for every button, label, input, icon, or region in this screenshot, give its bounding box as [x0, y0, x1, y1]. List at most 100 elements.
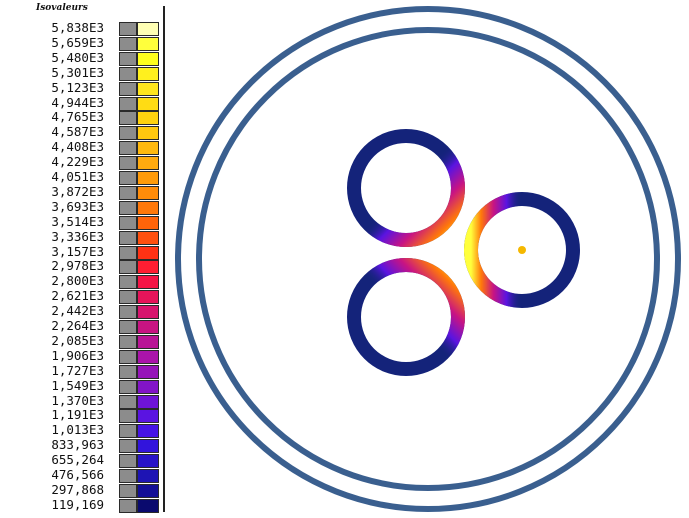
legend-color-swatch — [137, 484, 159, 498]
legend-gray-swatch — [119, 231, 137, 245]
legend-gray-swatch — [119, 335, 137, 349]
legend-gray-swatch — [119, 82, 137, 96]
legend-gray-swatch — [119, 499, 137, 513]
legend-gray-swatch — [119, 246, 137, 260]
legend-value-label: 5,838E3 — [51, 20, 104, 35]
legend-gray-swatch — [119, 186, 137, 200]
legend-value-label: 2,978E3 — [51, 258, 104, 273]
legend-value-label: 1,906E3 — [51, 348, 104, 363]
legend-color-swatch — [137, 201, 159, 215]
legend-gray-swatch — [119, 22, 137, 36]
legend-color-swatch — [137, 22, 159, 36]
legend-color-swatch — [137, 260, 159, 274]
legend-value-label: 2,442E3 — [51, 303, 104, 318]
legend-color-swatch — [137, 350, 159, 364]
legend-gray-swatch — [119, 141, 137, 155]
legend-value-label: 3,514E3 — [51, 214, 104, 229]
legend-gray-swatch — [119, 395, 137, 409]
legend-color-swatch — [137, 231, 159, 245]
legend-value-label: 3,693E3 — [51, 199, 104, 214]
legend-color-swatch — [137, 395, 159, 409]
legend-value-label: 4,408E3 — [51, 139, 104, 154]
legend-gray-swatch — [119, 305, 137, 319]
legend-value-label: 5,659E3 — [51, 35, 104, 50]
legend-value-label: 4,765E3 — [51, 109, 104, 124]
legend-value-label: 297,868 — [51, 482, 104, 497]
legend-gray-swatch — [119, 111, 137, 125]
legend-color-swatch — [137, 37, 159, 51]
legend-gray-swatch — [119, 275, 137, 289]
legend-gray-swatch — [119, 350, 137, 364]
legend-gray-swatch — [119, 216, 137, 230]
legend-value-label: 1,013E3 — [51, 422, 104, 437]
legend-value-label: 1,727E3 — [51, 363, 104, 378]
legend-color-swatch — [137, 82, 159, 96]
legend-value-label: 3,336E3 — [51, 229, 104, 244]
legend-color-swatch — [137, 171, 159, 185]
legend-color-swatch — [137, 67, 159, 81]
legend-gray-swatch — [119, 439, 137, 453]
legend-color-swatch — [137, 365, 159, 379]
legend-value-label: 2,085E3 — [51, 333, 104, 348]
cable-cross-section — [175, 6, 681, 512]
legend-color-swatch — [137, 156, 159, 170]
legend-color-swatch — [137, 320, 159, 334]
legend-value-label: 1,370E3 — [51, 393, 104, 408]
legend-color-swatch — [137, 290, 159, 304]
legend-gray-swatch — [119, 52, 137, 66]
legend-gray-swatch — [119, 290, 137, 304]
legend-value-label: 4,229E3 — [51, 154, 104, 169]
legend-color-swatch — [137, 246, 159, 260]
conductor-top-left — [347, 129, 465, 247]
legend-value-label: 476,566 — [51, 467, 104, 482]
legend-value-label: 4,051E3 — [51, 169, 104, 184]
legend-gray-swatch — [119, 156, 137, 170]
legend-color-swatch — [137, 97, 159, 111]
legend-color-swatch — [137, 469, 159, 483]
legend-value-label: 655,264 — [51, 452, 104, 467]
legend-gray-swatch — [119, 469, 137, 483]
legend-gray-swatch — [119, 365, 137, 379]
legend-value-label: 5,123E3 — [51, 80, 104, 95]
legend-value-label: 3,872E3 — [51, 184, 104, 199]
inner-sheath-ring — [196, 27, 660, 491]
legend-color-swatch — [137, 409, 159, 423]
legend-color-swatch — [137, 111, 159, 125]
legend-value-label: 3,157E3 — [51, 244, 104, 259]
legend-title: Isovaleurs — [36, 3, 88, 13]
legend-color-swatch — [137, 439, 159, 453]
hotspot-marker — [518, 246, 526, 254]
legend-gray-swatch — [119, 380, 137, 394]
legend-gray-swatch — [119, 97, 137, 111]
legend-divider — [163, 6, 165, 512]
isovalue-legend: Isovaleurs 5,838E3 5,659E3 5,480E3 5,301E3 5… — [0, 0, 170, 518]
legend-value-label: 2,621E3 — [51, 288, 104, 303]
legend-color-swatch — [137, 275, 159, 289]
legend-gray-swatch — [119, 201, 137, 215]
legend-color-swatch — [137, 499, 159, 513]
legend-color-swatch — [137, 305, 159, 319]
legend-value-label: 833,963 — [51, 437, 104, 452]
conductor-right — [464, 192, 580, 308]
legend-color-swatch — [137, 335, 159, 349]
outer-sheath-ring — [175, 6, 681, 512]
legend-gray-swatch — [119, 37, 137, 51]
legend-color-swatch — [137, 380, 159, 394]
legend-gray-swatch — [119, 320, 137, 334]
legend-value-label: 4,587E3 — [51, 124, 104, 139]
legend-color-swatch — [137, 141, 159, 155]
legend-color-swatch — [137, 424, 159, 438]
legend-color-swatch — [137, 52, 159, 66]
conductor-bottom-left — [347, 258, 465, 376]
legend-color-swatch — [137, 216, 159, 230]
legend-gray-swatch — [119, 454, 137, 468]
legend-gray-swatch — [119, 67, 137, 81]
legend-gray-swatch — [119, 126, 137, 140]
legend-gray-swatch — [119, 424, 137, 438]
legend-value-label: 5,301E3 — [51, 65, 104, 80]
legend-value-label: 2,800E3 — [51, 273, 104, 288]
legend-value-label: 5,480E3 — [51, 50, 104, 65]
legend-gray-swatch — [119, 260, 137, 274]
legend-value-label: 2,264E3 — [51, 318, 104, 333]
legend-value-label: 1,549E3 — [51, 378, 104, 393]
